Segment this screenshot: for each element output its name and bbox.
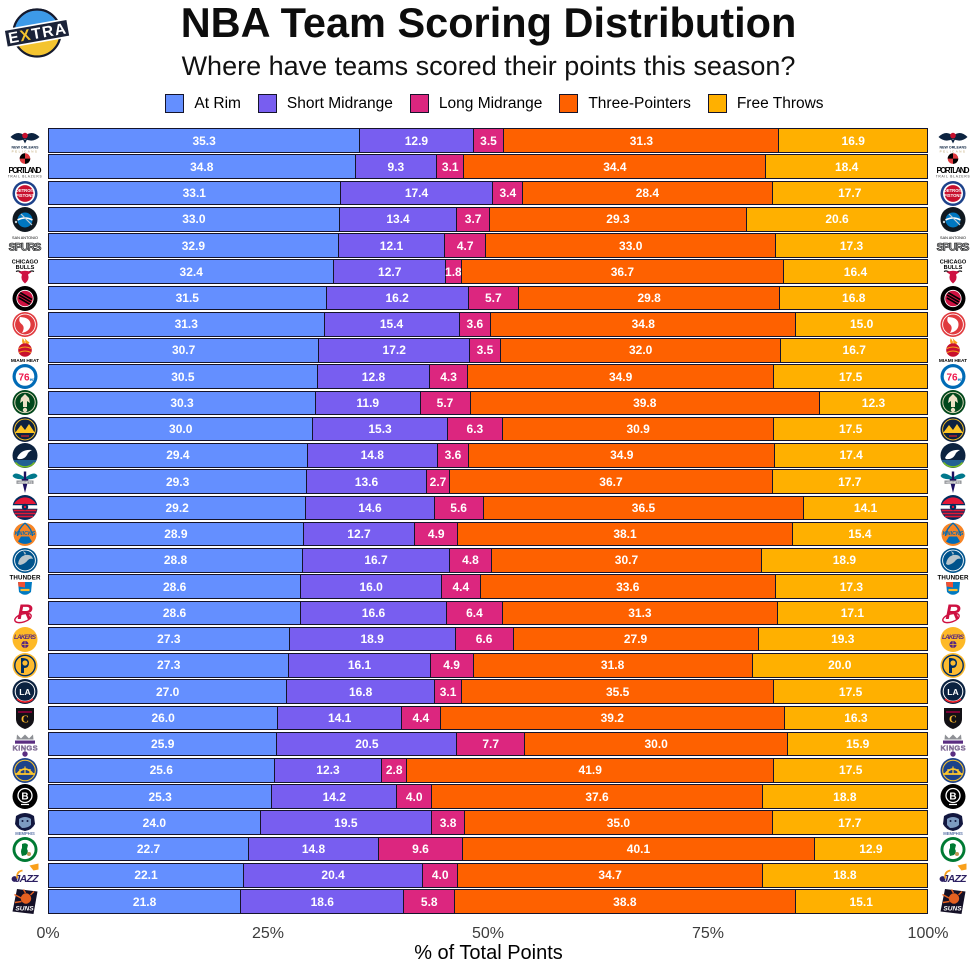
svg-text:CHICAGO: CHICAGO	[12, 260, 39, 266]
svg-text:SAN ANTONIO: SAN ANTONIO	[940, 236, 966, 240]
svg-text:PISTONS: PISTONS	[16, 193, 35, 198]
svg-text:C: C	[949, 714, 957, 726]
svg-text:SAN ANTONIO: SAN ANTONIO	[12, 236, 38, 240]
svg-text:PISTONS: PISTONS	[944, 193, 963, 198]
svg-text:SUNS: SUNS	[15, 906, 34, 913]
svg-text:ers: ers	[958, 377, 965, 382]
svg-text:ers: ers	[30, 377, 37, 382]
svg-text:PELICANS: PELICANS	[12, 150, 39, 154]
svg-text:TRAIL BLAZERS: TRAIL BLAZERS	[8, 175, 42, 179]
svg-text:THUNDER: THUNDER	[10, 575, 42, 582]
svg-text:NEW ORLEANS: NEW ORLEANS	[12, 146, 40, 150]
svg-text:R: R	[17, 601, 33, 624]
svg-text:B: B	[21, 792, 28, 803]
svg-text:JAZZ: JAZZ	[943, 873, 968, 885]
svg-text:C: C	[21, 714, 29, 726]
svg-text:THUNDER: THUNDER	[938, 575, 970, 582]
svg-text:SPURS: SPURS	[9, 242, 42, 254]
svg-text:KNICKS: KNICKS	[943, 531, 964, 537]
svg-text:B: B	[949, 792, 956, 803]
svg-text:R: R	[945, 601, 961, 624]
svg-text:HORNETS: HORNETS	[18, 481, 33, 485]
svg-text:76: 76	[18, 373, 30, 384]
svg-text:LA: LA	[19, 687, 30, 697]
svg-text:DETROIT: DETROIT	[16, 188, 35, 193]
svg-text:KNICKS: KNICKS	[15, 531, 36, 537]
svg-text:CHICAGO: CHICAGO	[940, 260, 967, 266]
svg-text:KINGS: KINGS	[941, 743, 966, 752]
svg-text:KINGS: KINGS	[13, 743, 38, 752]
svg-text:PORTLAND: PORTLAND	[937, 166, 970, 175]
svg-text:TRAIL BLAZERS: TRAIL BLAZERS	[936, 175, 970, 179]
svg-text:JAZZ: JAZZ	[15, 873, 40, 885]
svg-text:BULLS: BULLS	[944, 265, 963, 271]
svg-text:NEW ORLEANS: NEW ORLEANS	[940, 146, 968, 150]
svg-text:SUNS: SUNS	[943, 906, 962, 913]
svg-text:HORNETS: HORNETS	[946, 481, 961, 485]
svg-text:76: 76	[946, 373, 958, 384]
svg-text:MEMPHIS: MEMPHIS	[943, 831, 963, 836]
svg-text:PORTLAND: PORTLAND	[9, 166, 42, 175]
svg-text:SPURS: SPURS	[937, 242, 970, 254]
svg-text:MIAMI HEAT: MIAMI HEAT	[11, 358, 39, 364]
svg-text:MEMPHIS: MEMPHIS	[15, 831, 35, 836]
svg-text:MIAMI HEAT: MIAMI HEAT	[939, 358, 967, 364]
svg-text:BULLS: BULLS	[16, 265, 35, 271]
svg-text:LA: LA	[947, 687, 958, 697]
svg-text:PELICANS: PELICANS	[940, 150, 967, 154]
svg-text:DETROIT: DETROIT	[944, 188, 963, 193]
svg-text:LAKERS: LAKERS	[942, 634, 965, 641]
svg-text:LAKERS: LAKERS	[14, 634, 37, 641]
